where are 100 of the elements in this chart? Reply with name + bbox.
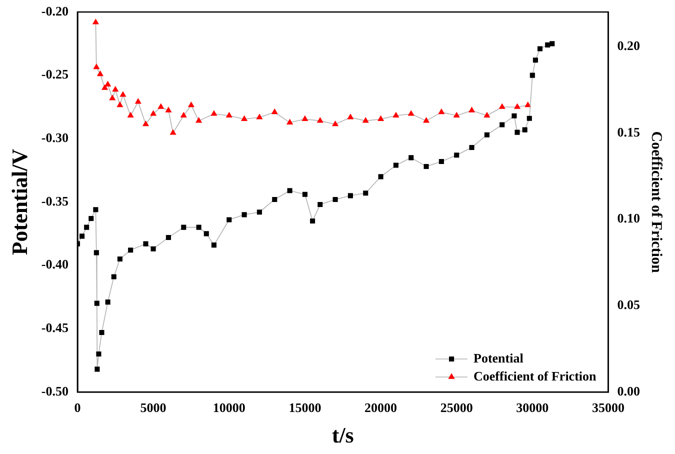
point [210,110,217,116]
point [512,113,517,118]
point [302,192,308,197]
point [363,190,368,196]
point [514,130,520,135]
point [256,210,262,215]
point [469,145,474,150]
point [135,98,142,104]
y-tick-label: -0.25 [41,66,69,82]
point [499,104,506,109]
legend-label: Potential [474,350,524,366]
point [150,246,156,252]
point [241,116,248,121]
point [93,207,98,212]
point [347,114,354,120]
y-tick-label: -0.35 [41,193,69,208]
x-tick-label: 30000 [516,400,549,416]
point [97,70,104,76]
point [142,120,149,126]
point [242,212,247,218]
point [317,117,324,123]
point [104,81,111,86]
point [94,300,100,306]
point [530,72,535,78]
x-tick-label: 15000 [288,400,322,416]
point [99,330,104,335]
point [272,196,278,202]
point [287,188,292,194]
point [84,224,90,230]
point [378,116,384,121]
point [524,102,531,108]
x-tick-label: 0 [74,400,81,416]
x-tick-label: 10000 [212,400,246,416]
point [196,117,202,123]
point [378,174,384,180]
legend-label: Coefficient of Friction [474,368,598,384]
point [226,112,232,118]
x-tick-label: 5000 [140,400,166,416]
point [424,164,429,170]
point [170,130,176,135]
point [88,216,94,221]
point [392,112,399,118]
point [180,112,187,118]
point [537,46,543,52]
x-tick-label: 35000 [592,400,624,416]
y-tick-label: -0.30 [41,130,68,146]
point [484,132,490,138]
point [438,108,444,114]
x-tick-label: 25000 [440,400,473,416]
point [181,224,186,230]
point [158,104,164,109]
point [408,155,414,160]
y2-axis-title: Coefficient of Friction [648,131,664,274]
point [286,119,293,124]
y-tick-label: -0.50 [41,383,68,398]
point [120,92,126,97]
point [484,112,490,118]
x-axis-title: t/s [332,422,354,448]
y2-tick-label: 0.00 [617,383,640,398]
y-tick-label: -0.20 [41,3,68,18]
point [408,110,414,116]
y2-tick-label: 0.10 [617,210,640,226]
point [318,202,323,208]
point [96,351,102,357]
point [211,242,216,248]
point [93,64,100,70]
point [112,86,118,92]
point [514,104,520,109]
point [522,127,528,132]
point [532,58,538,63]
y-axis-title: Potential/V [6,148,32,256]
point [302,116,308,121]
point [550,41,555,46]
point [454,152,460,158]
y2-tick-label: 0.05 [617,296,640,312]
point [117,256,122,262]
point [226,217,232,222]
point [166,234,171,240]
point [310,218,316,224]
point [150,110,156,116]
point [272,108,278,114]
point [348,193,353,198]
point [128,248,134,253]
point [362,117,369,123]
y-tick-label: -0.45 [41,320,69,336]
point [423,117,430,123]
point [545,42,550,48]
point [438,158,444,164]
point [332,196,338,202]
x-tick-label: 20000 [364,400,398,416]
point [256,114,262,120]
y-tick-label: -0.40 [41,256,68,272]
point [109,94,116,100]
point [80,234,85,239]
point [165,107,172,112]
point [454,112,460,118]
y2-tick-label: 0.15 [617,124,640,140]
point [526,116,532,121]
point [105,300,110,305]
point [128,112,134,118]
